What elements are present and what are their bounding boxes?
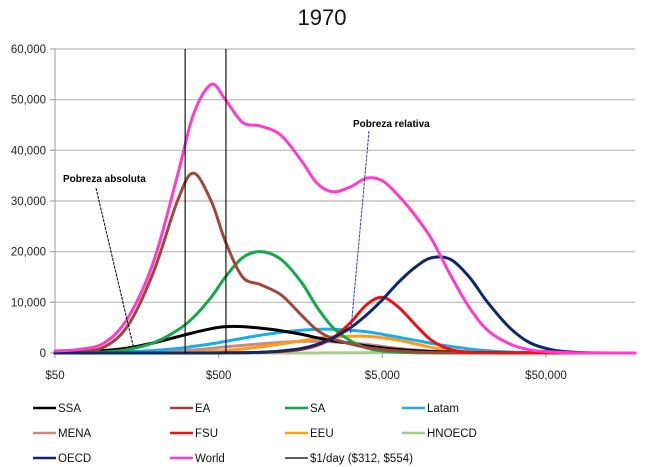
legend-label: Latam bbox=[427, 403, 459, 415]
series-lines bbox=[53, 82, 637, 355]
y-axis-ticks: 0 10,000 20,000 30,000 40,000 50,000 60,000 bbox=[11, 44, 55, 360]
legend-label: $1/day ($312, $554) bbox=[310, 453, 413, 465]
series-line-oecd bbox=[53, 255, 637, 355]
poverty-lines bbox=[184, 49, 227, 353]
y-tick-label: 20,000 bbox=[11, 247, 46, 259]
gridlines bbox=[55, 48, 635, 303]
annotation-arrow-relativa bbox=[350, 130, 370, 334]
y-tick-label: 10,000 bbox=[11, 297, 46, 309]
legend: SSA EA SA Latam MENA FSU EEU HNOECD OECD World $1/… bbox=[33, 403, 477, 465]
chart-title: 1970 bbox=[298, 5, 347, 30]
y-tick-label: 50,000 bbox=[11, 95, 46, 107]
annotation-arrow-absoluta bbox=[95, 187, 134, 346]
y-tick-label: 60,000 bbox=[11, 44, 46, 56]
x-tick-label: $50,000 bbox=[525, 370, 567, 382]
legend-label: HNOECD bbox=[427, 428, 477, 440]
annotations: Pobreza absoluta Pobreza relativa bbox=[63, 119, 430, 346]
legend-label: SSA bbox=[58, 403, 81, 415]
legend-label: EEU bbox=[310, 428, 334, 440]
x-tick-label: $5,000 bbox=[365, 370, 400, 382]
y-tick-label: 30,000 bbox=[11, 196, 46, 208]
annotation-pobreza-relativa: Pobreza relativa bbox=[353, 119, 430, 130]
legend-label: World bbox=[195, 453, 225, 465]
series-line-world bbox=[53, 82, 637, 355]
legend-label: MENA bbox=[58, 428, 92, 440]
annotation-pobreza-absoluta: Pobreza absoluta bbox=[63, 174, 146, 185]
y-tick-label: 40,000 bbox=[11, 145, 46, 157]
legend-label: SA bbox=[310, 403, 326, 415]
x-axis-ticks: $50 $500 $5,000 $50,000 bbox=[45, 353, 567, 382]
x-tick-label: $50 bbox=[45, 370, 64, 382]
x-tick-label: $500 bbox=[206, 370, 232, 382]
y-tick-label: 0 bbox=[40, 348, 46, 360]
legend-label: OECD bbox=[58, 453, 91, 465]
legend-label: FSU bbox=[195, 428, 218, 440]
legend-label: EA bbox=[195, 403, 211, 415]
